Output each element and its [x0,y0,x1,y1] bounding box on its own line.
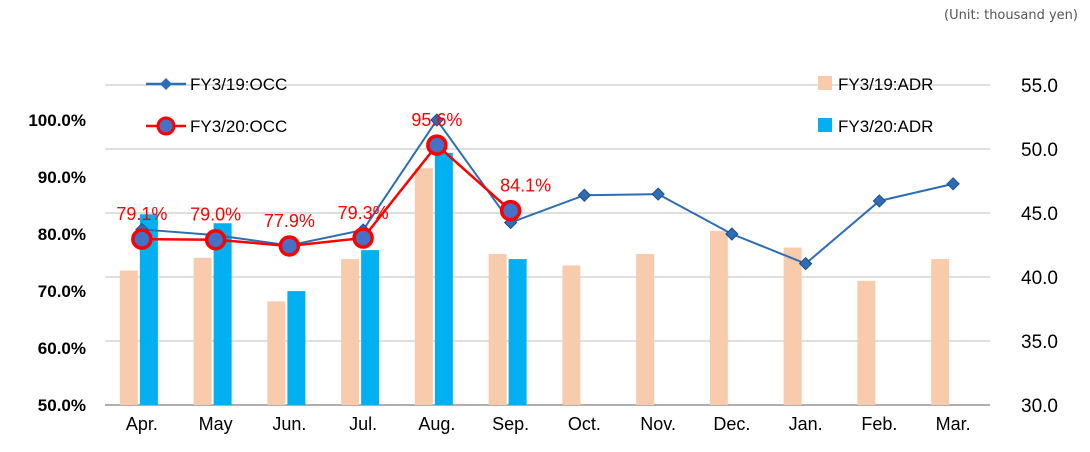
x-tick-label: Jul. [349,414,377,434]
y-left-tick-label: 100.0% [28,111,86,130]
y-right-tick-label: 55.0 [1021,76,1058,97]
legend-label-adr19: FY3/19:ADR [838,75,933,94]
bar-adr19 [931,259,950,405]
y-left-tick-label: 50.0% [38,396,86,415]
bar-adr19 [709,230,728,405]
data-label: 77.9% [264,211,315,231]
marker-occ19 [946,177,960,191]
data-label: 79.3% [338,203,389,223]
x-tick-label: Oct. [568,414,601,434]
legend-swatch-adr20 [818,118,832,132]
bar-adr20 [139,214,158,405]
x-tick-label: Sep. [492,414,529,434]
bar-adr20 [361,250,380,405]
x-tick-label: Apr. [126,414,158,434]
bar-adr20 [213,223,232,405]
marker-occ20 [204,228,227,251]
marker-occ19 [725,227,739,241]
y-right-tick-label: 40.0 [1021,268,1058,289]
x-tick-label: Dec. [713,414,750,434]
bar-adr19 [783,247,802,405]
x-tick-label: Aug. [418,414,455,434]
data-label: 79.0% [190,205,241,225]
bar-adr19 [341,259,360,405]
legend-label-occ20: FY3/20:OCC [190,117,287,136]
x-tick-label: Mar. [936,414,971,434]
legend-label-occ19: FY3/19:OCC [190,75,287,94]
bar-adr19 [636,253,655,405]
x-tick-label: May [199,414,233,434]
legend-marker-occ19 [160,78,172,90]
legend-label-adr20: FY3/20:ADR [838,117,933,136]
data-label: 84.1% [500,176,551,196]
data-label: 79.1% [116,204,167,224]
y-left-tick-label: 60.0% [38,339,86,358]
x-tick-label: Jan. [789,414,823,434]
marker-occ20 [131,228,153,250]
y-left-tick-label: 90.0% [38,168,86,187]
bar-adr19 [119,270,138,405]
x-tick-label: Nov. [640,414,676,434]
bar-adr19 [193,257,212,405]
bar-adr19 [488,253,507,405]
bar-adr20 [508,259,527,405]
bar-adr19 [414,168,433,405]
marker-occ19 [798,256,813,271]
marker-occ20 [426,134,448,156]
x-tick-label: Jun. [272,414,306,434]
x-tick-label: Feb. [861,414,897,434]
bar-adr20 [287,291,306,405]
unit-note: (Unit: thousand yen) [944,8,1078,23]
y-right-tick-label: 50.0 [1021,140,1058,161]
y-right-tick-label: 45.0 [1021,204,1058,225]
data-label: 95.6% [411,110,462,130]
marker-occ19 [430,113,444,127]
y-left-tick-label: 70.0% [38,282,86,301]
marker-occ20 [278,235,301,257]
marker-occ19 [872,194,887,208]
marker-occ19 [651,187,665,201]
bar-adr20 [434,152,453,405]
bar-adr19 [857,280,876,405]
legend-marker-occ20 [156,116,176,136]
bar-adr19 [562,265,581,405]
bar-adr19 [267,301,286,405]
marker-occ20 [352,227,374,249]
y-right-tick-label: 35.0 [1021,332,1058,353]
legend-swatch-adr19 [818,76,832,90]
marker-occ20 [499,199,522,222]
marker-occ19 [577,188,592,202]
y-right-tick-label: 30.0 [1021,396,1058,417]
y-left-tick-label: 80.0% [38,225,86,244]
series-line-occ20 [141,143,512,248]
